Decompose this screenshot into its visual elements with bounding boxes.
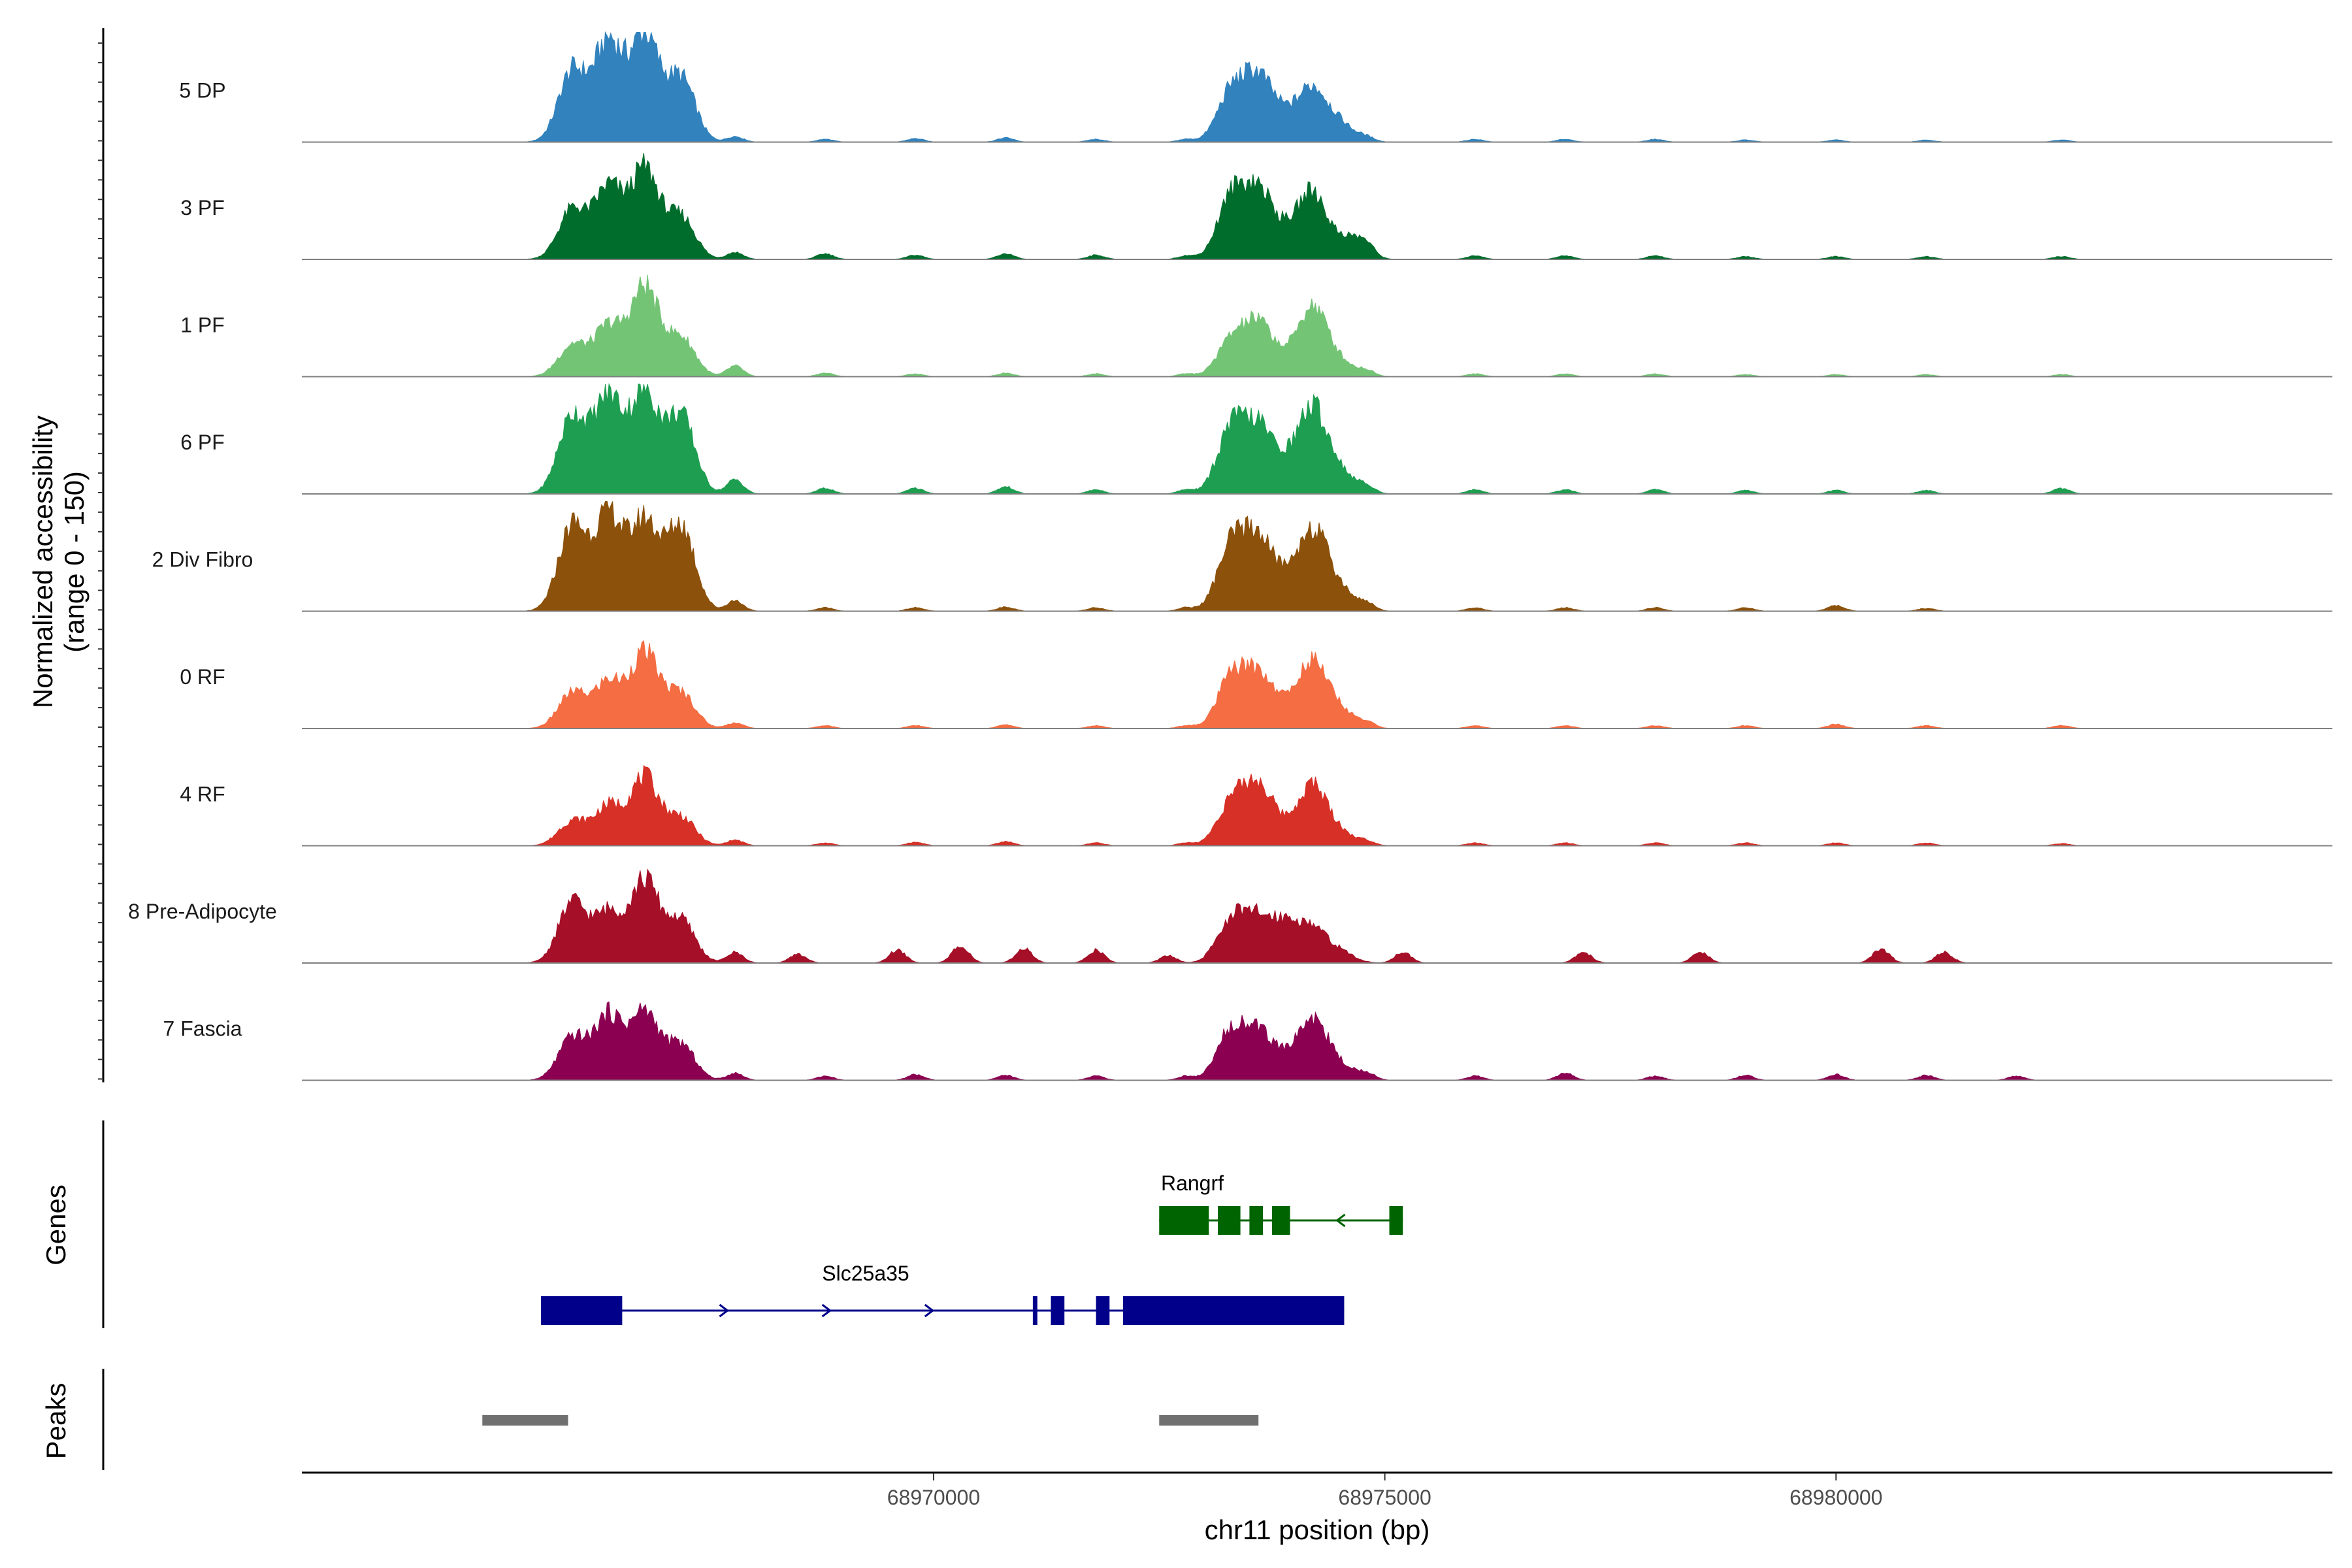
coverage-area (482, 274, 2134, 377)
peaks-panel: Peaks (41, 1369, 1259, 1470)
gene-label: Rangrf (1161, 1171, 1224, 1195)
gene-annotation-panel: Genes Rangrf Slc25a35 (41, 1120, 1403, 1328)
exon (1159, 1206, 1209, 1235)
exon (1389, 1206, 1403, 1235)
exon (541, 1296, 623, 1325)
coverage-area (482, 1001, 2134, 1081)
coverage-area (482, 501, 2134, 612)
exon (1032, 1296, 1037, 1325)
x-tick-label: 68970000 (887, 1486, 980, 1509)
x-axis-title: chr11 position (bp) (1205, 1514, 1430, 1545)
track-8-pre-adipocyte: 8 Pre-Adipocyte (128, 868, 2332, 964)
track-5-dp: 5 DP (179, 31, 2332, 143)
peaks-panel-title: Peaks (41, 1383, 71, 1460)
coverage-area (482, 868, 2134, 964)
coverage-area (482, 383, 2134, 495)
coverage-area (482, 31, 2134, 142)
x-tick-label: 68975000 (1338, 1486, 1431, 1509)
gene-label: Slc25a35 (822, 1262, 909, 1285)
track-6-pf: 6 PF (180, 383, 2332, 495)
strand-arrow (924, 1303, 935, 1318)
track-label: 6 PF (180, 431, 225, 454)
gene-rangrf: Rangrf (1159, 1171, 1403, 1235)
x-axis: 68970000 68975000 68980000 chr11 position (… (302, 1471, 2332, 1545)
track-label: 8 Pre-Adipocyte (128, 900, 277, 923)
track-label: 2 Div Fibro (152, 548, 253, 572)
coverage-tracks: 5 DP 3 PF 1 PF 6 PF 2 Div Fibro 0 RF 4 RF 8 Pre… (128, 31, 2332, 1081)
strand-arrow (821, 1303, 832, 1318)
coverage-area (482, 764, 2134, 846)
track-7-fascia: 7 Fascia (163, 1001, 2332, 1081)
exon (1249, 1206, 1264, 1235)
track-label: 1 PF (180, 314, 225, 337)
track-3-pf: 3 PF (180, 153, 2332, 260)
strand-arrow (719, 1303, 729, 1318)
genes-panel-title: Genes (41, 1184, 71, 1266)
track-1-pf: 1 PF (180, 274, 2332, 378)
y-axis-title: Normalized accessibility(range 0 - 150) (27, 416, 90, 708)
y-axis-title-line-2: (range 0 - 150) (59, 471, 90, 653)
gene-slc25a35: Slc25a35 (541, 1262, 1345, 1325)
strand-arrow (1335, 1213, 1346, 1228)
exon (1096, 1296, 1110, 1325)
coverage-area (482, 153, 2134, 260)
exon (1271, 1206, 1290, 1235)
track-2-div-fibro: 2 Div Fibro (152, 501, 2332, 612)
track-4-rf: 4 RF (180, 764, 2332, 847)
exon (1218, 1206, 1241, 1235)
coverage-area (482, 640, 2134, 729)
exon (1123, 1296, 1345, 1325)
track-label: 4 RF (180, 783, 225, 806)
track-0-rf: 0 RF (180, 640, 2332, 729)
track-label: 5 DP (179, 79, 225, 103)
track-label: 0 RF (180, 665, 225, 689)
peak-region (1159, 1415, 1259, 1426)
exon (1051, 1296, 1065, 1325)
track-label: 7 Fascia (163, 1017, 242, 1041)
y-axis: Normalized accessibility(range 0 - 150) (27, 28, 105, 1083)
x-tick-label: 68980000 (1789, 1486, 1882, 1509)
track-label: 3 PF (180, 196, 225, 220)
y-axis-title-line-1: Normalized accessibility (27, 416, 58, 708)
peak-region (482, 1415, 568, 1426)
